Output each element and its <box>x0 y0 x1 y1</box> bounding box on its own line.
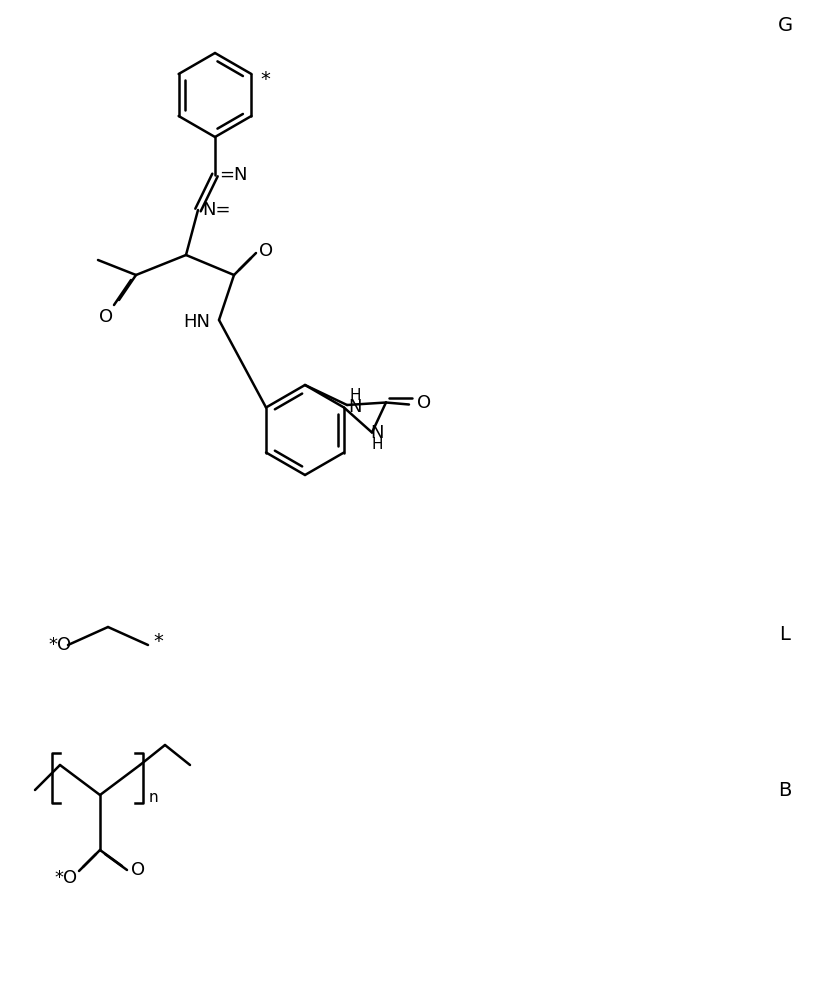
Text: O: O <box>131 861 145 879</box>
Text: N: N <box>370 423 384 441</box>
Text: H: H <box>371 437 383 452</box>
Text: HN: HN <box>183 313 210 331</box>
Text: B: B <box>778 780 792 799</box>
Text: O: O <box>417 394 431 411</box>
Text: G: G <box>777 16 793 35</box>
Text: L: L <box>780 625 790 645</box>
Text: *O: *O <box>54 869 78 887</box>
Text: H: H <box>349 388 361 403</box>
Text: *: * <box>261 69 271 88</box>
Text: =N: =N <box>219 166 247 184</box>
Text: N: N <box>348 398 361 416</box>
Text: O: O <box>259 242 273 260</box>
Text: n: n <box>148 790 158 805</box>
Text: *: * <box>153 633 163 652</box>
Text: O: O <box>99 308 113 326</box>
Text: *O: *O <box>48 636 71 654</box>
Text: N=: N= <box>202 201 230 219</box>
